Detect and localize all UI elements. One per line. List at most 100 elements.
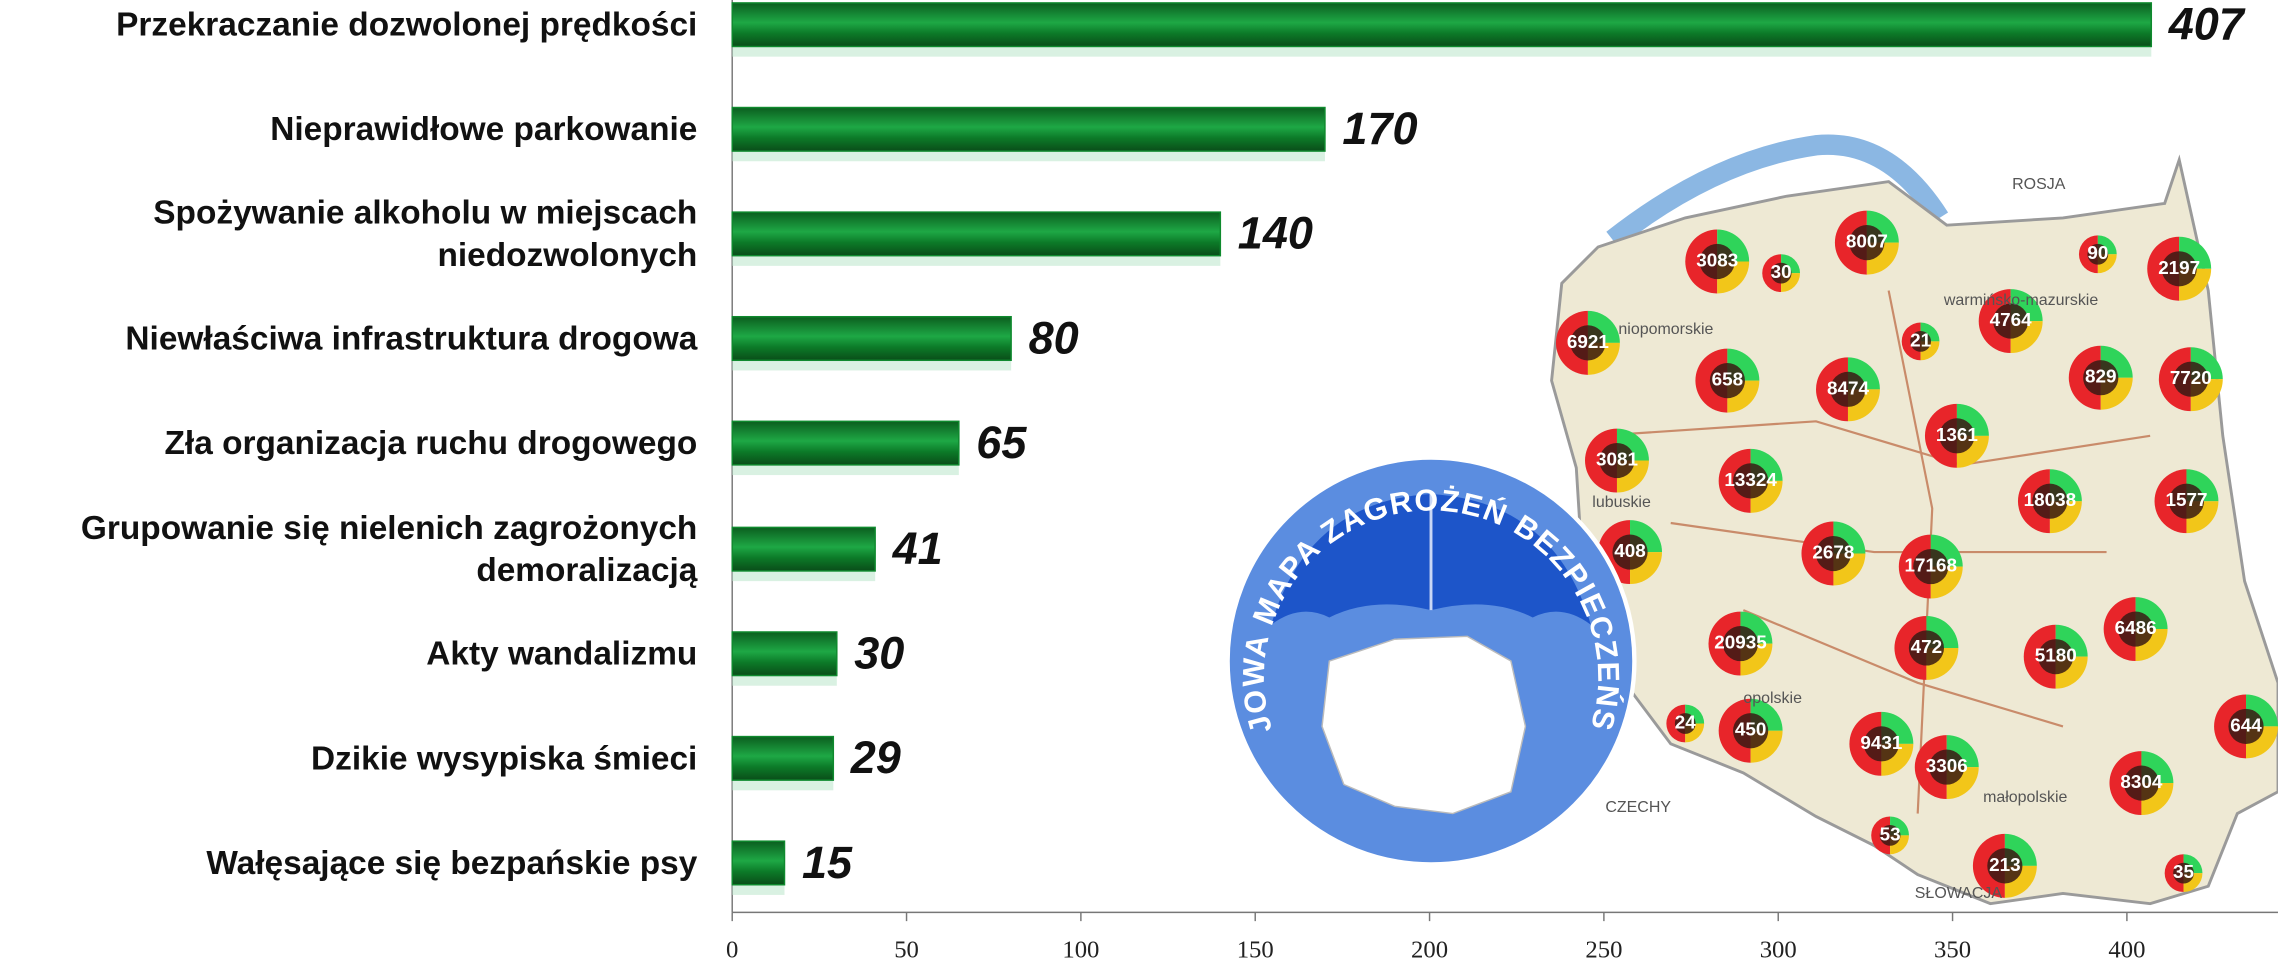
- category-label: Niewłaściwa infrastruktura drogowa: [125, 318, 698, 357]
- bar: [731, 631, 838, 677]
- marker-core: [2173, 361, 2209, 397]
- x-tick-label: 0: [726, 936, 738, 963]
- marker-core: [1987, 848, 2023, 884]
- bar-shadow: [732, 358, 1012, 371]
- category-label: Spożywanie alkoholu w miejscach niedozwo…: [153, 193, 698, 274]
- category-label: Grupowanie się nielenich zagrożonych dem…: [80, 508, 698, 589]
- region-label: małopolskie: [1983, 789, 2067, 806]
- marker-label: 20935: [1714, 633, 1766, 654]
- value-label: 170: [1342, 103, 1417, 154]
- value-label: 407: [2168, 0, 2246, 49]
- marker-label: 9431: [1860, 733, 1902, 754]
- region-label: niopomorskie: [1618, 321, 1713, 338]
- marker-label: 6486: [2115, 618, 2157, 639]
- category-label: Przekraczanie dozwolonej prędkości: [116, 5, 698, 43]
- value-label: 30: [854, 628, 904, 679]
- marker-core: [1908, 630, 1944, 666]
- x-tick-label: 200: [1411, 936, 1448, 963]
- bar: [731, 2, 2153, 48]
- marker-label: 472: [1911, 637, 1943, 658]
- marker-label: 3083: [1696, 250, 1738, 271]
- marker-label: 2678: [1812, 543, 1854, 564]
- bar: [731, 315, 1012, 362]
- marker-label: 53: [1880, 824, 1901, 845]
- marker-label: 35: [2173, 862, 2194, 883]
- marker-label: 8304: [2120, 772, 2162, 793]
- marker-core: [1674, 713, 1696, 734]
- bar-shadow: [732, 463, 959, 476]
- marker-core: [1993, 303, 2029, 339]
- bar-shadow: [732, 569, 876, 582]
- region-label: lubuskie: [1592, 494, 1651, 511]
- marker-core: [2038, 639, 2074, 675]
- bar-shadow: [732, 45, 2152, 57]
- marker-core: [1815, 535, 1852, 572]
- marker-core: [2161, 251, 2197, 287]
- x-tick-label: 300: [1760, 936, 1797, 963]
- marker-core: [1929, 749, 1965, 785]
- marker-label: 408: [1614, 541, 1646, 562]
- marker-core: [1910, 331, 1931, 352]
- value-label: 15: [802, 837, 853, 888]
- marker-label: 829: [2085, 367, 2117, 388]
- marker-core: [1770, 262, 1792, 284]
- category-label: Zła organizacja ruchu drogowego: [164, 423, 698, 462]
- category-label: Wałęsające się bezpańskie psy: [206, 843, 698, 882]
- bar: [731, 840, 786, 886]
- marker-core: [1699, 243, 1735, 280]
- value-label: 29: [850, 732, 901, 783]
- category-label: Dzikie wysypiska śmieci: [310, 738, 698, 777]
- marker-label: 24: [1675, 712, 1696, 733]
- marker-core: [1612, 534, 1648, 570]
- marker-core: [1879, 824, 1901, 846]
- marker-core: [1939, 418, 1975, 454]
- marker-core: [1570, 325, 1606, 361]
- bar: [731, 420, 960, 466]
- region-label: warmińsko-mazurskie: [1943, 292, 2099, 309]
- category-label: Nieprawidłowe parkowanie: [270, 109, 698, 148]
- marker-core: [2173, 862, 2194, 884]
- marker-core: [1599, 442, 1635, 479]
- marker-core: [2168, 483, 2205, 519]
- marker-core: [2228, 708, 2264, 744]
- marker-label: 3306: [1926, 756, 1968, 777]
- x-tick-label: 350: [1934, 936, 1971, 963]
- marker-label: 13324: [1724, 470, 1777, 491]
- marker-label: 30: [1771, 262, 1792, 283]
- marker-label: 658: [1712, 370, 1743, 391]
- bar: [731, 106, 1326, 152]
- marker-core: [2118, 611, 2154, 647]
- map-markers: 3083 30 8007 90 2197 6921 4764 21 658 8474 829 7720…: [1555, 176, 2278, 902]
- x-tick-label: 400: [2108, 936, 2145, 963]
- category-label: Akty wandalizmu: [426, 634, 698, 672]
- marker-label: 17168: [1905, 556, 1958, 577]
- marker-label: 644: [2230, 715, 2262, 736]
- region-label: SŁOWACJA: [1915, 885, 2003, 902]
- marker-label: 7720: [2170, 368, 2212, 389]
- marker-core: [2083, 360, 2119, 396]
- bar: [731, 526, 876, 572]
- marker-core: [1849, 225, 1885, 261]
- bar: [731, 211, 1222, 257]
- marker-label: 450: [1735, 720, 1767, 741]
- marker-label: 5180: [2035, 646, 2077, 667]
- marker-label: 2197: [2158, 258, 2200, 279]
- value-label: 140: [1238, 208, 1313, 259]
- region-label: opolskie: [1743, 690, 1802, 707]
- marker-label: 8474: [1827, 378, 1869, 399]
- bar-shadow: [732, 149, 1325, 162]
- x-tick-label: 150: [1237, 936, 1274, 963]
- marker-label: 4764: [1990, 310, 2032, 331]
- value-label: 65: [976, 417, 1027, 468]
- bar: [731, 735, 835, 781]
- marker-label: 18038: [2024, 490, 2076, 511]
- marker-core: [1733, 713, 1769, 749]
- marker-core: [2123, 765, 2160, 801]
- marker-label: 6921: [1567, 332, 1609, 353]
- value-label: 80: [1029, 312, 1079, 363]
- region-label: ROSJA: [2012, 176, 2066, 193]
- marker-label: 213: [1989, 855, 2021, 876]
- x-tick-label: 100: [1062, 936, 1099, 963]
- bar-shadow: [732, 883, 785, 895]
